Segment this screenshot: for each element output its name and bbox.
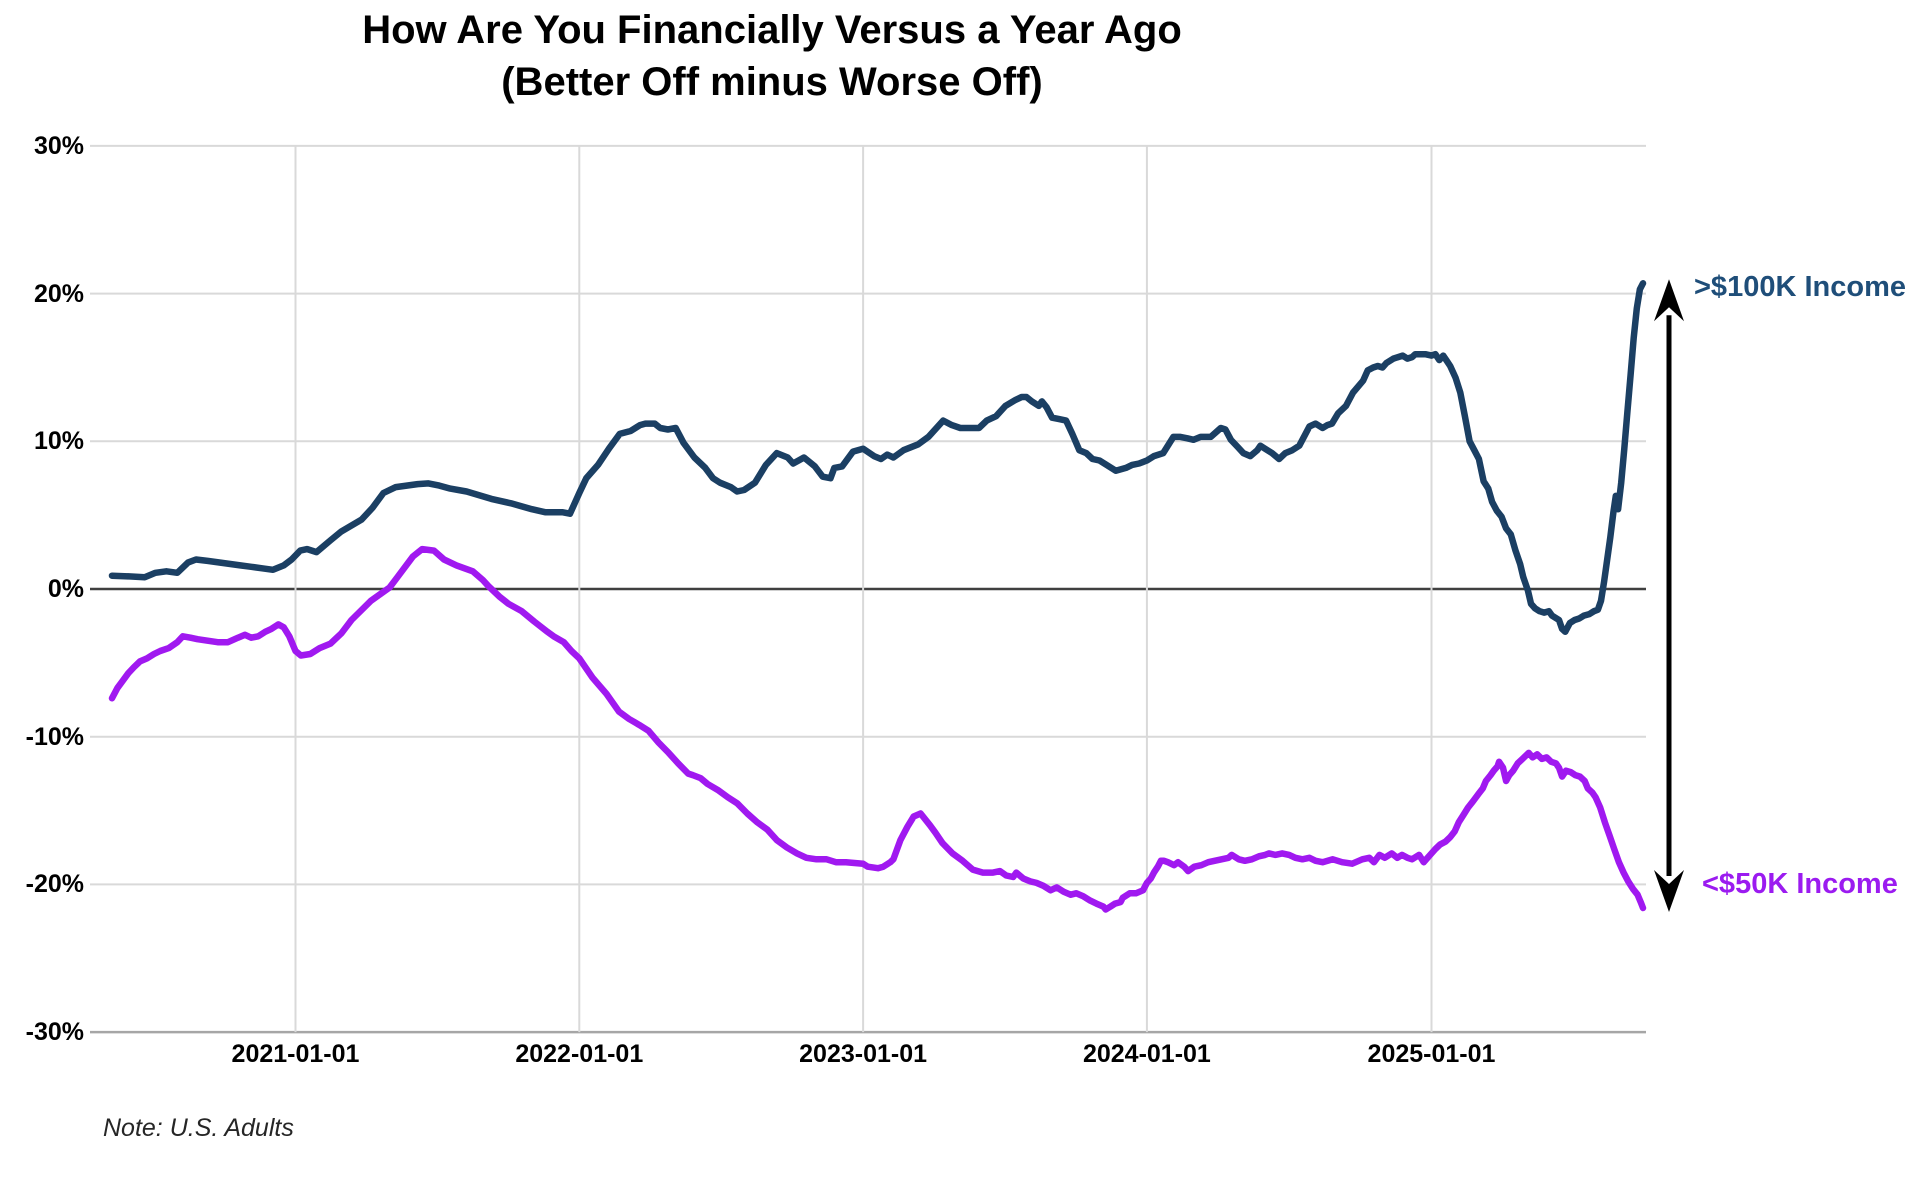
series-line-100k-income (108, 280, 1647, 636)
chart-title-line1: How Are You Financially Versus a Year Ag… (362, 8, 1182, 52)
chart-title-line2: (Better Off minus Worse Off) (501, 60, 1043, 104)
x-tick-label-2024-01-01: 2024-01-01 (1082, 1040, 1211, 1068)
series-label-100k: >$100K Income (1694, 271, 1906, 304)
footnote: Note: U.S. Adults (103, 1114, 294, 1142)
y-tick-label-20: 20% (33, 279, 84, 308)
x-tick-label-2021-01-01: 2021-01-01 (231, 1040, 360, 1068)
x-tick-label-2023-01-01: 2023-01-01 (799, 1040, 928, 1068)
y-tick-label--20: -20% (25, 870, 84, 899)
y-tick-label--10: -10% (25, 722, 84, 751)
series-line-50k-income (108, 545, 1647, 913)
y-tick-label-0: 0% (47, 575, 84, 603)
y-tick-label--30: -30% (25, 1018, 84, 1047)
range-arrow-head-down (1654, 870, 1684, 913)
y-tick-label-30: 30% (33, 131, 84, 160)
x-tick-label-2025-01-01: 2025-01-01 (1367, 1040, 1496, 1068)
series-label-50k: <$50K Income (1702, 868, 1898, 901)
x-tick-label-2022-01-01: 2022-01-01 (515, 1040, 644, 1068)
range-arrow-head-up (1654, 279, 1684, 322)
y-tick-label-10: 10% (33, 427, 84, 456)
